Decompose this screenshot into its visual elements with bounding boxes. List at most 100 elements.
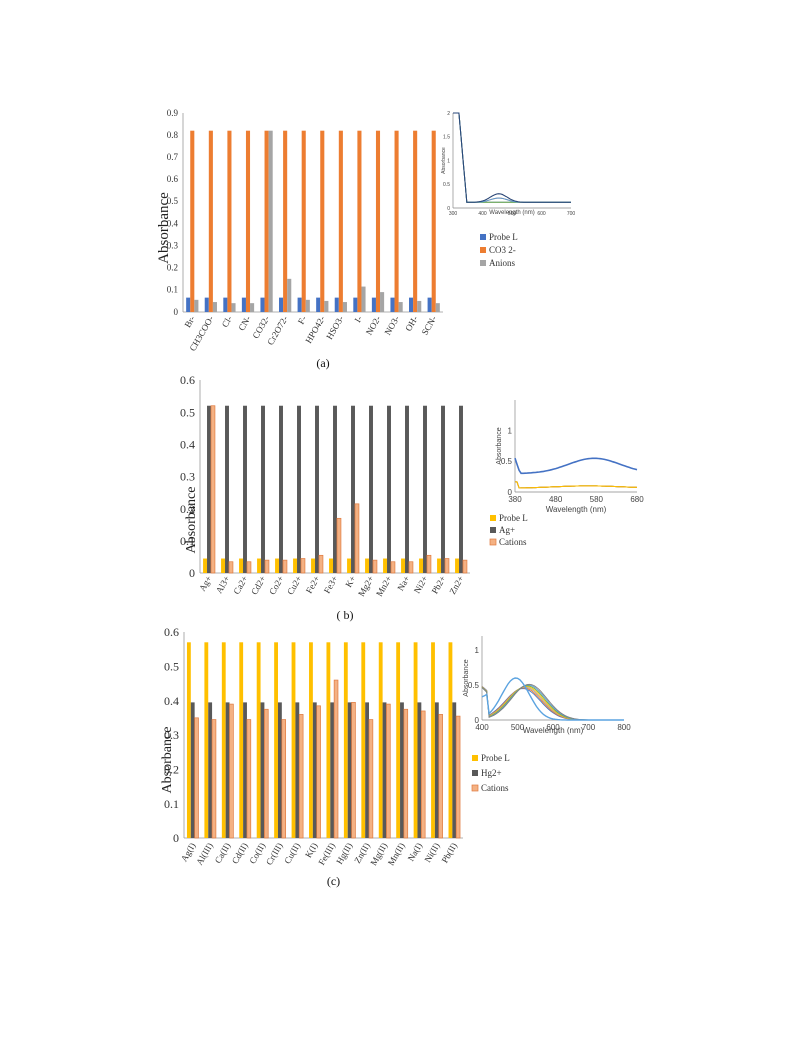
bar-ag--ca2 xyxy=(243,405,247,573)
x-tick-label: Cu2+ xyxy=(285,574,304,596)
y-axis-title: Absorbance xyxy=(160,727,175,794)
inset-y-tick-label: 0 xyxy=(447,206,450,212)
bar-cations-cuii xyxy=(298,714,304,839)
bar-probe-l-ni2 xyxy=(419,558,424,573)
y-tick-label: 0.6 xyxy=(167,174,179,184)
bar-hg2--ki xyxy=(312,702,317,838)
bar-probe-l-hgii xyxy=(343,642,348,838)
y-tick-label: 0.6 xyxy=(164,625,179,639)
bar-ag--mn2 xyxy=(387,405,391,573)
inset-x-tick-label: 500 xyxy=(508,211,517,217)
bar-anions-cl xyxy=(231,303,236,312)
inset-spectrum-curve xyxy=(453,112,571,203)
bar-probe-l-no3 xyxy=(390,297,395,312)
legend-label: Probe L xyxy=(499,513,528,523)
bar-hg2--mnii xyxy=(400,702,404,838)
legend-label: Hg2+ xyxy=(481,768,502,778)
x-tick-label: Cl- xyxy=(220,314,234,329)
bar-anions-co32 xyxy=(268,130,273,312)
x-tick-label: Fe3+ xyxy=(322,574,340,595)
bar-cations-pbii xyxy=(455,715,461,839)
x-tick-label: Al3+ xyxy=(214,574,232,595)
y-tick-label: 0 xyxy=(189,566,195,580)
bar-probe-l-br xyxy=(186,297,191,312)
panel-label: ( b) xyxy=(337,608,354,622)
bar-anions-no2 xyxy=(380,292,385,312)
y-axis-title: Absorbance xyxy=(156,192,172,264)
inset-spectrum-curve xyxy=(453,112,571,203)
bar-co3-2--cn xyxy=(245,130,251,312)
bar-anions-ch3coo xyxy=(212,302,217,312)
inset-y-tick-label: 0.5 xyxy=(443,182,450,188)
y-tick-label: 0.4 xyxy=(180,438,195,452)
inset-x-axis-title: Wavelength (nm) xyxy=(489,210,534,216)
bar-cations-ni2 xyxy=(426,554,432,574)
bar-co3-2--oh xyxy=(413,130,418,312)
bar-anions-i xyxy=(361,286,366,312)
x-tick-label: Br- xyxy=(182,314,197,329)
inset-x-tick-label: 700 xyxy=(582,723,596,732)
legend-swatch xyxy=(489,538,497,546)
bar-probe-l-co32 xyxy=(260,297,265,312)
bar-anions-hso3 xyxy=(342,302,347,312)
bar-probe-l-fe3 xyxy=(329,558,334,573)
bar-cations-aliii xyxy=(211,719,217,839)
x-tick-label: Fe2+ xyxy=(304,574,322,595)
bar-probe-l-nai xyxy=(413,642,418,838)
inset-x-tick-label: 600 xyxy=(546,723,560,732)
bar-probe-l-pb2 xyxy=(437,558,442,573)
bar-co3-2--scn xyxy=(431,130,436,312)
bar-cations-pb2 xyxy=(444,558,450,574)
bar-cations-hgii xyxy=(351,702,356,839)
inset-y-tick-label: 0.5 xyxy=(501,457,513,466)
legend-label: Cations xyxy=(481,783,509,793)
bar-hg2--aliii xyxy=(208,702,213,838)
x-tick-label: NO3- xyxy=(382,314,401,337)
bar-ag--cu2 xyxy=(297,405,301,573)
bar-probe-l-mn2 xyxy=(383,558,388,573)
inset-x-tick-label: 680 xyxy=(630,495,644,504)
x-tick-label: Cr(III) xyxy=(264,841,285,867)
bar-cations-feiii xyxy=(333,679,339,839)
y-tick-label: 0.5 xyxy=(164,660,179,674)
bar-co3-2--ch3coo xyxy=(208,130,213,312)
legend-label: Probe L xyxy=(481,753,510,763)
bar-hg2--caii xyxy=(225,702,230,838)
bar-ag--al3 xyxy=(225,405,229,573)
bar-probe-l-na xyxy=(401,558,406,573)
bar-anions-f xyxy=(305,299,310,312)
inset-y-axis-title: Absorbance xyxy=(441,147,447,174)
bar-probe-l-oh xyxy=(409,297,414,312)
bar-probe-l-znii xyxy=(361,642,366,838)
bar-probe-l-zn2 xyxy=(455,558,460,573)
inset-x-tick-label: 400 xyxy=(475,723,489,732)
y-tick-label: 0.4 xyxy=(167,218,179,228)
bar-cations-fe2 xyxy=(318,554,324,574)
chart-panel-3: 00.10.20.30.40.50.6AbsorbanceAg(I)Al(III… xyxy=(160,625,631,888)
y-tick-label: 0.4 xyxy=(164,694,179,708)
inset-y-axis-title: Absorbance xyxy=(463,659,470,696)
bar-anions-oh xyxy=(417,300,422,312)
legend-swatch xyxy=(490,527,496,533)
bar-probe-l-mg2 xyxy=(365,558,370,573)
bar-ag--fe2 xyxy=(315,405,319,573)
inset-x-axis-title: Wavelength (nm) xyxy=(546,505,607,514)
bar-cations-co2 xyxy=(282,559,288,574)
bar-cations-mg2 xyxy=(372,559,378,574)
bar-anions-cr2o72 xyxy=(287,278,292,312)
bar-ag--zn2 xyxy=(459,405,463,573)
bar-probe-l-cuii xyxy=(291,642,296,838)
inset-y-tick-label: 0 xyxy=(475,716,480,725)
bar-probe-l-cd2 xyxy=(257,558,262,573)
y-tick-label: 0.2 xyxy=(180,502,195,516)
bar-probe-l-co2 xyxy=(275,558,280,573)
inset-y-axis-title: Absorbance xyxy=(496,427,503,464)
inset-spectrum-curve xyxy=(481,677,624,721)
inset-spectrum-curve xyxy=(453,112,571,203)
bar-co3-2--f xyxy=(301,130,306,312)
x-tick-label: Ca(II) xyxy=(213,841,233,865)
bar-co3-2--cr2o72 xyxy=(283,130,288,312)
bar-cations-fe3 xyxy=(336,517,342,574)
bar-cations-mgii xyxy=(386,703,391,839)
bar-ag--pb2 xyxy=(441,405,445,573)
